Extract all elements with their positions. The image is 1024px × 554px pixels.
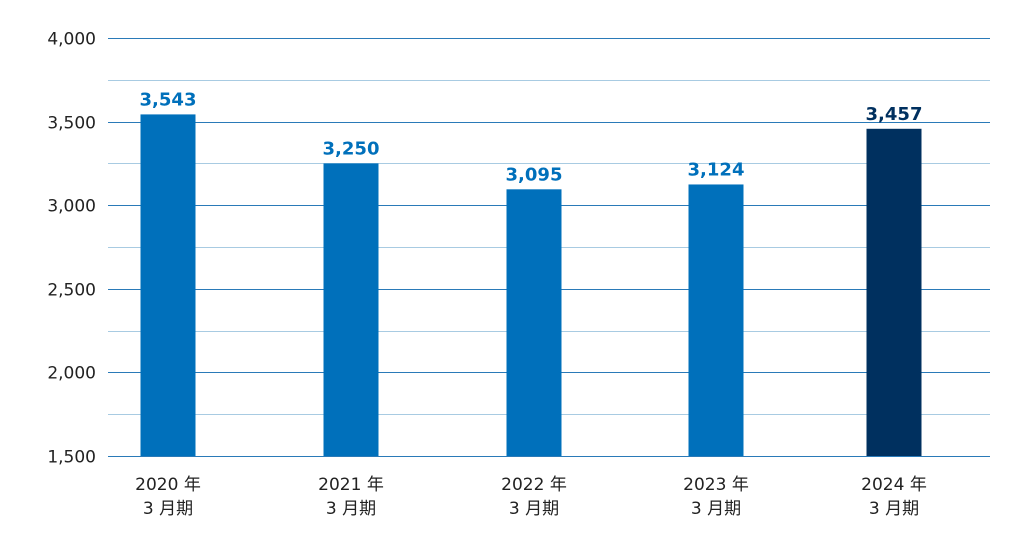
bars bbox=[140, 114, 922, 457]
bar bbox=[506, 189, 562, 457]
data-label: 3,457 bbox=[866, 104, 923, 125]
data-label: 3,095 bbox=[506, 164, 563, 185]
data-label: 3,124 bbox=[688, 159, 745, 180]
bar bbox=[688, 184, 744, 456]
y-tick-label: 4,000 bbox=[47, 30, 96, 50]
y-tick-label: 1,500 bbox=[47, 448, 96, 468]
y-tick-label: 3,500 bbox=[47, 114, 96, 134]
y-tick-label: 2,500 bbox=[47, 281, 96, 301]
data-label: 3,250 bbox=[323, 138, 380, 159]
y-tick-label: 2,000 bbox=[47, 364, 96, 384]
y-tick-label: 3,000 bbox=[47, 197, 96, 217]
data-label: 3,543 bbox=[140, 89, 197, 110]
data-labels: 3,543 3,250 3,095 3,124 3,457 bbox=[140, 89, 923, 185]
bar bbox=[140, 114, 196, 456]
bar bbox=[323, 163, 379, 456]
y-axis-ticks: 1,500 2,000 2,500 3,000 3,500 4,000 bbox=[47, 30, 96, 468]
bar bbox=[866, 128, 922, 456]
